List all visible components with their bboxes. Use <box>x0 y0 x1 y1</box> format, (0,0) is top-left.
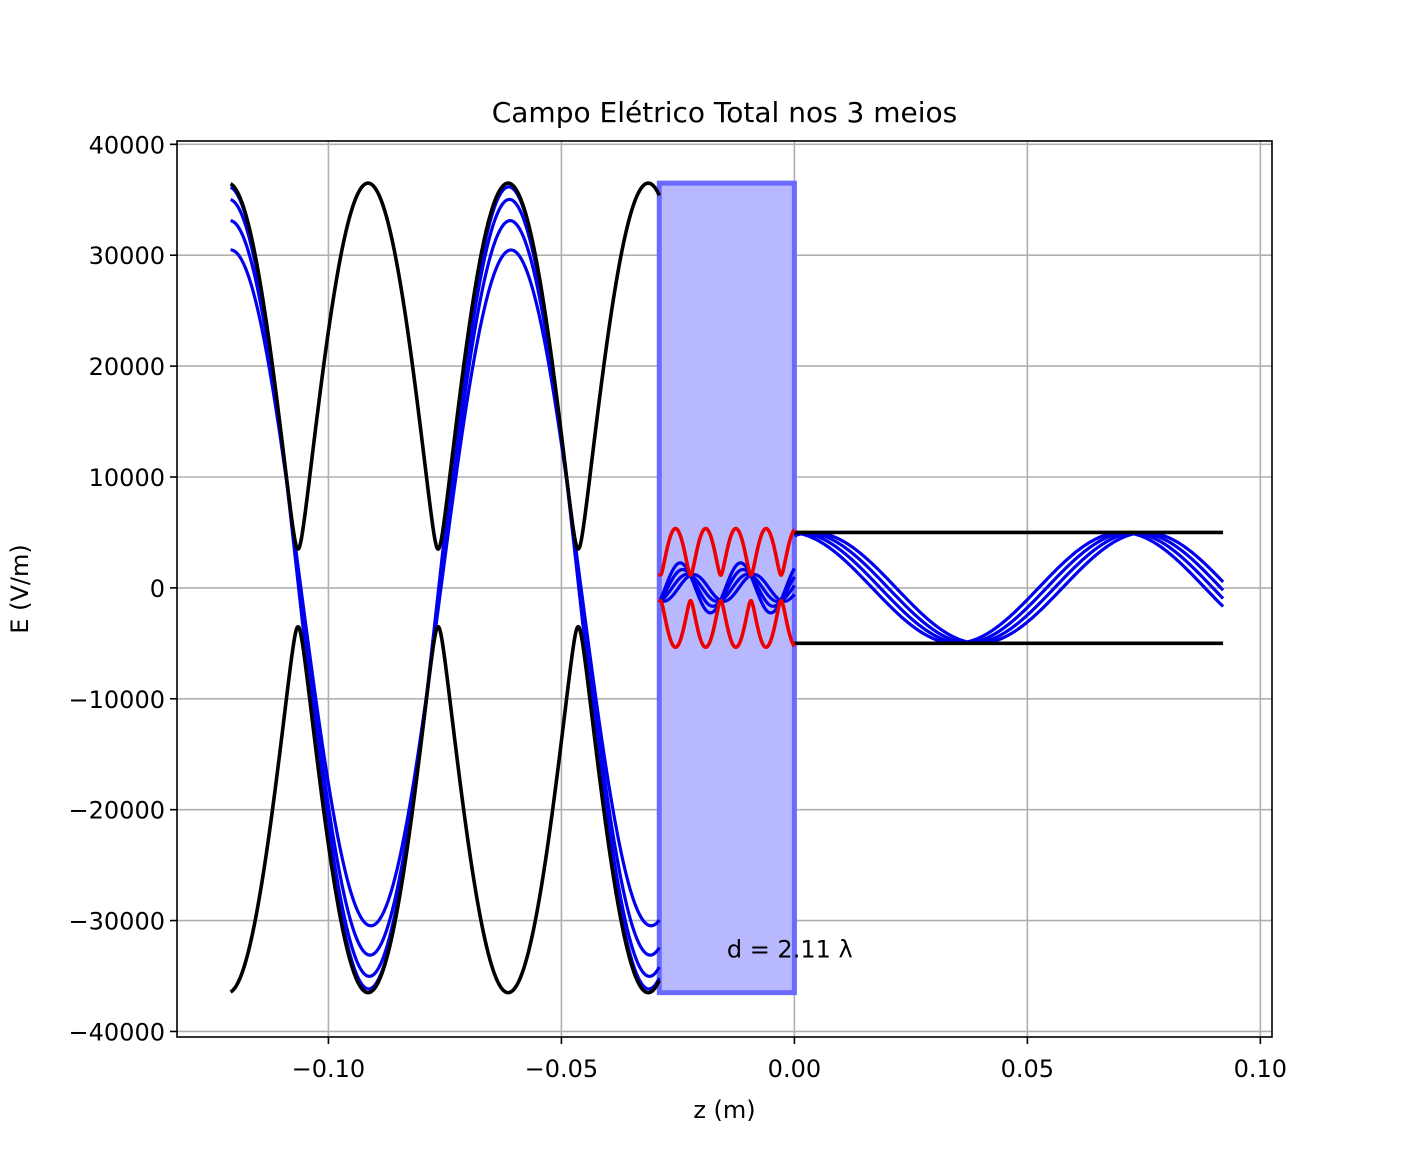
envelope-curve-medium-1 <box>229 624 661 995</box>
y-tick-label: −30000 <box>69 908 165 936</box>
x-tick-label: −0.05 <box>525 1055 599 1083</box>
y-tick-label: 20000 <box>89 353 165 381</box>
slab-thickness-annotation: d = 2.11 λ <box>727 935 853 963</box>
x-tick-label: 0.05 <box>1001 1055 1054 1083</box>
y-axis-label: E (V/m) <box>6 544 34 633</box>
chart-title: Campo Elétrico Total nos 3 meios <box>492 96 958 129</box>
y-tick-label: 30000 <box>89 242 165 270</box>
snapshot-curve-medium-3 <box>793 530 1225 645</box>
x-axis-label: z (m) <box>693 1096 755 1124</box>
envelope-curve-medium-2 <box>657 598 796 650</box>
y-tick-label: 40000 <box>89 131 165 159</box>
x-tick-label: −0.10 <box>292 1055 366 1083</box>
y-tick-label: 10000 <box>89 464 165 492</box>
envelope-curve-medium-1 <box>229 181 661 551</box>
x-tick-label: 0.10 <box>1234 1055 1287 1083</box>
series-layer <box>229 181 1225 995</box>
y-tick-label: −10000 <box>69 686 165 714</box>
snapshot-curve-medium-1 <box>229 248 661 928</box>
snapshot-curve-medium-2 <box>657 561 796 615</box>
y-tick-label: 0 <box>150 575 165 603</box>
y-axis: −40000 −30000 −20000 −10000 0 10000 20000 30000… <box>69 131 177 1046</box>
snapshot-curve-medium-2 <box>658 572 796 604</box>
y-tick-label: −40000 <box>69 1018 165 1046</box>
envelope-curve-medium-2 <box>657 526 796 577</box>
plot-frame <box>176 140 1273 1038</box>
snapshot-curve-medium-2 <box>658 572 796 603</box>
snapshot-curve-medium-3 <box>793 530 1225 645</box>
y-tick-label: −20000 <box>69 797 165 825</box>
snapshot-curve-medium-2 <box>658 567 796 608</box>
x-axis: −0.10 −0.05 0.00 0.05 0.10 <box>292 1037 1287 1083</box>
x-tick-label: 0.00 <box>768 1055 821 1083</box>
